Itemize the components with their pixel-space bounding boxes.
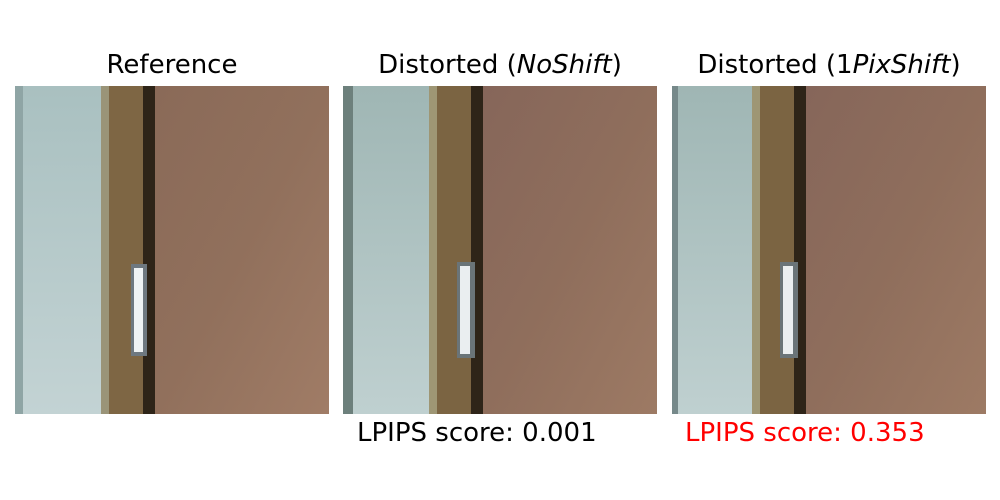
distorted-1pixshift-title: Distorted (1PixShift) <box>669 50 989 80</box>
reference-title: Reference <box>12 50 332 80</box>
distorted-noshift-image <box>343 86 657 414</box>
lpips-score-noshift: LPIPS score: 0.001 <box>357 418 597 448</box>
distorted-noshift-title: Distorted (NoShift) <box>340 50 660 80</box>
lpips-score-1pixshift: LPIPS score: 0.353 <box>685 418 925 448</box>
distorted-1pixshift-image <box>672 86 986 414</box>
reference-image <box>15 86 329 414</box>
